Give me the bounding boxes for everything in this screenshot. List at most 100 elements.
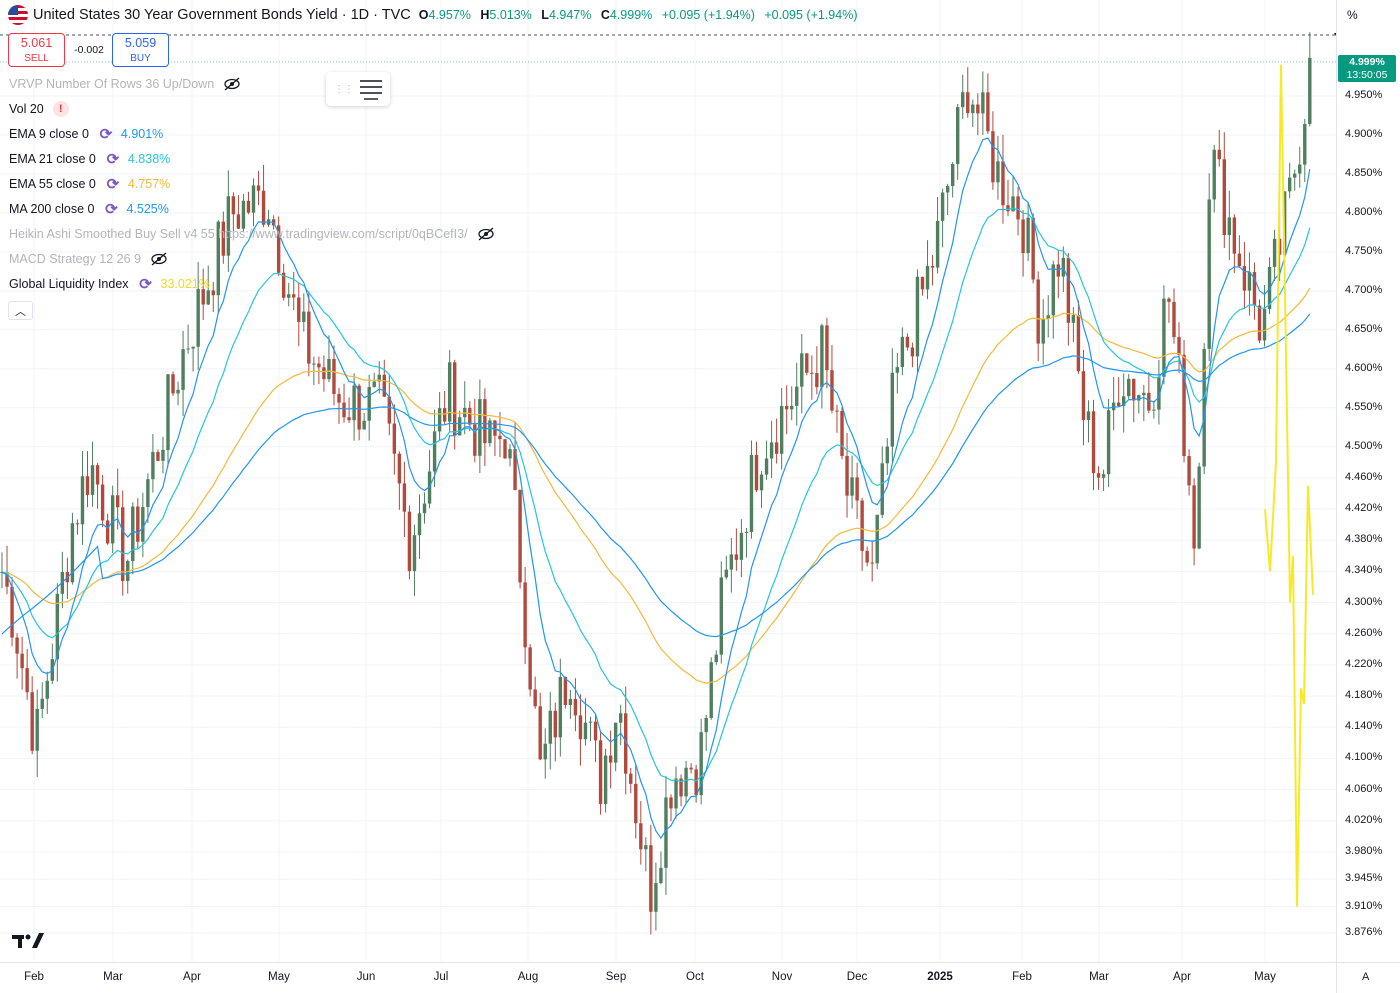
- symbol-header[interactable]: United States 30 Year Government Bonds Y…: [8, 5, 863, 25]
- candle-down: [1036, 279, 1040, 344]
- legend-ema55[interactable]: EMA 55 close 0 ⟳ 4.757%: [9, 176, 171, 193]
- axis-corner[interactable]: A: [1336, 962, 1400, 993]
- candle-up: [151, 452, 155, 480]
- candle-up: [1041, 318, 1045, 344]
- candle-down: [513, 449, 517, 490]
- time-tick: Jul: [433, 971, 449, 983]
- legend-global-liquidity[interactable]: Global Liquidity Index ⟳ 33.021%: [9, 276, 210, 293]
- symbol-title[interactable]: United States 30 Year Government Bonds Y…: [33, 7, 411, 23]
- candle-up: [613, 722, 618, 763]
- legend-macd[interactable]: MACD Strategy 12 26 9: [9, 249, 168, 269]
- time-axis[interactable]: Feb Mar Apr May Jun Jul Aug Sep Oct Nov Dec 2025 Feb…: [0, 962, 1336, 993]
- legend-heikin-ashi[interactable]: Heikin Ashi Smoothed Buy Sell v4 55 http…: [9, 224, 495, 244]
- price-tick: 4.380%: [1345, 533, 1383, 546]
- refresh-icon[interactable]: ⟳: [139, 276, 152, 293]
- candle-down: [629, 773, 633, 784]
- candle-up: [1262, 308, 1267, 341]
- candle-up: [659, 867, 663, 884]
- warning-icon[interactable]: !: [52, 101, 69, 117]
- candle-up: [1142, 392, 1146, 396]
- legend-vol[interactable]: Vol 20 !: [9, 99, 69, 119]
- collapse-legend-button[interactable]: ︿: [8, 301, 33, 320]
- candle-down: [533, 689, 537, 707]
- candle-up: [302, 311, 306, 322]
- candle-down: [337, 394, 341, 403]
- candle-down: [976, 104, 980, 114]
- candle-up: [55, 593, 60, 660]
- candle-down: [573, 698, 578, 716]
- candle-down: [920, 276, 925, 290]
- candle-up: [548, 710, 552, 744]
- candles: [0, 32, 1312, 935]
- candle-up: [90, 465, 95, 495]
- candle-up: [583, 722, 588, 740]
- hidden-eye-icon[interactable]: [150, 252, 168, 266]
- time-tick: Dec: [846, 971, 868, 983]
- candle-up: [644, 845, 648, 850]
- candle-down: [1132, 378, 1136, 401]
- floating-toolbar[interactable]: ⋮⋮: [326, 72, 390, 106]
- price-scale[interactable]: % 4.950% 4.900% 4.850% 4.800% 4.750% 4.700% 4.…: [1336, 0, 1400, 962]
- candle-up: [719, 577, 723, 655]
- candle-down: [855, 477, 859, 501]
- time-tick: Oct: [686, 971, 704, 983]
- drag-handle-icon[interactable]: ⋮⋮: [334, 83, 354, 95]
- price-chart-svg[interactable]: [0, 0, 1336, 962]
- candle-down: [1232, 217, 1237, 254]
- global-liquidity-line: [1264, 64, 1314, 907]
- candle-down: [754, 454, 759, 491]
- candle-down: [15, 637, 19, 654]
- legend-ema21[interactable]: EMA 21 close 0 ⟳ 4.838%: [9, 151, 171, 168]
- candle-up: [126, 561, 130, 581]
- price-tick: 4.140%: [1345, 720, 1383, 733]
- candle-up: [1207, 199, 1211, 349]
- candle-down: [332, 358, 336, 395]
- tradingview-logo[interactable]: [12, 930, 46, 950]
- candle-up: [714, 654, 718, 663]
- candle-down: [608, 755, 613, 763]
- candle-down: [402, 483, 407, 512]
- candle-down: [387, 396, 392, 424]
- price-tick: 4.700%: [1345, 283, 1383, 296]
- candle-up: [764, 458, 769, 475]
- candle-up: [1086, 411, 1091, 421]
- legend-ma200[interactable]: MA 200 close 0 ⟳ 4.525%: [9, 201, 169, 218]
- refresh-icon[interactable]: ⟳: [106, 151, 120, 168]
- ohlc-values: O4.957% H5.013% L4.947% C4.999% +0.095 (…: [418, 8, 858, 22]
- time-tick: Mar: [103, 971, 123, 983]
- price-tick: 4.850%: [1345, 166, 1383, 179]
- candle-down: [1116, 402, 1121, 406]
- refresh-icon[interactable]: ⟳: [99, 126, 113, 143]
- unit-label[interactable]: %: [1347, 8, 1358, 22]
- candle-down: [810, 372, 814, 374]
- candle-up: [377, 374, 381, 382]
- candle-up: [1308, 57, 1312, 124]
- menu-lines-icon[interactable]: [356, 76, 386, 102]
- refresh-icon[interactable]: ⟳: [106, 176, 120, 193]
- candle-up: [654, 883, 658, 912]
- refresh-icon[interactable]: ⟳: [105, 201, 118, 218]
- hidden-eye-icon[interactable]: [223, 77, 241, 91]
- candle-up: [1011, 196, 1015, 212]
- candle-down: [865, 550, 869, 563]
- candle-up: [588, 721, 593, 723]
- candle-up: [35, 708, 39, 751]
- candle-down: [483, 399, 487, 444]
- candle-down: [860, 500, 864, 551]
- buy-button[interactable]: 5.059 BUY: [112, 33, 169, 67]
- sell-button[interactable]: 5.061 SELL: [8, 33, 65, 67]
- candle-up: [1152, 409, 1156, 411]
- legend-vrvp[interactable]: VRVP Number Of Rows 36 Up/Down: [9, 74, 241, 94]
- candle-up: [1071, 315, 1076, 323]
- candle-down: [734, 554, 739, 560]
- candle-up: [176, 389, 180, 394]
- chart-pane[interactable]: United States 30 Year Government Bonds Y…: [0, 0, 1336, 962]
- candle-up: [1247, 272, 1252, 291]
- legend-ema9[interactable]: EMA 9 close 0 ⟳ 4.901%: [9, 126, 164, 143]
- candle-down: [498, 435, 502, 440]
- candle-up: [850, 477, 854, 496]
- hidden-eye-icon[interactable]: [477, 227, 495, 241]
- candle-down: [30, 692, 34, 751]
- auto-scale-button[interactable]: A: [1362, 971, 1370, 983]
- candle-up: [950, 163, 955, 187]
